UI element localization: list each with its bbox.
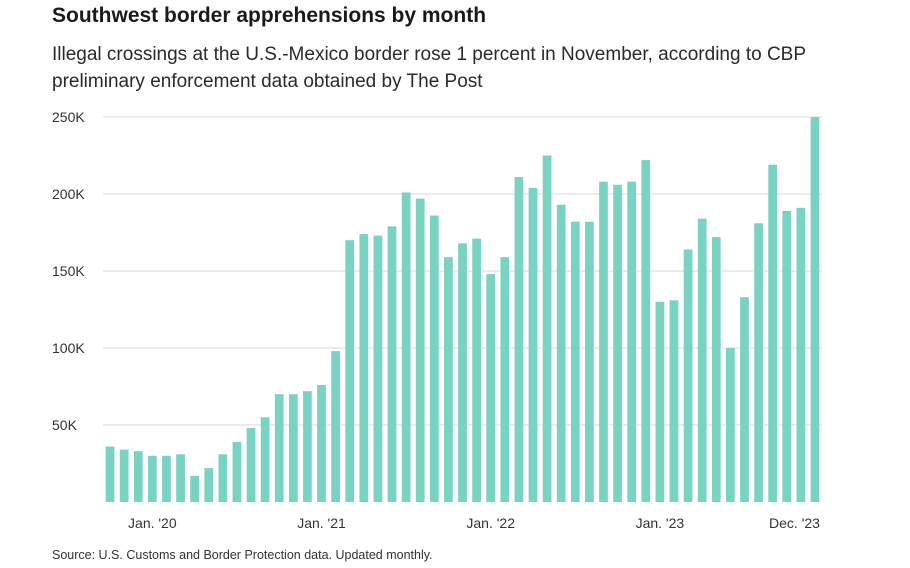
bar: [486, 274, 496, 502]
bar: [359, 234, 369, 503]
bar: [740, 297, 749, 502]
bar: [232, 441, 242, 502]
bar: [500, 257, 510, 502]
bar: [697, 218, 707, 502]
bar: [627, 181, 637, 502]
x-tick-label: Jan. '21: [297, 515, 346, 531]
bar: [472, 238, 481, 502]
bar: [105, 446, 115, 502]
bar: [133, 451, 143, 502]
bar: [401, 192, 411, 502]
source-note: Source: U.S. Customs and Border Protecti…: [52, 548, 433, 562]
bar: [303, 391, 312, 502]
bar: [585, 221, 594, 502]
y-tick-label: 200K: [52, 186, 85, 202]
bar: [683, 249, 693, 502]
bar: [147, 455, 157, 502]
bar: [415, 198, 425, 502]
x-tick-label: Jan. '23: [636, 515, 685, 531]
bar: [782, 210, 792, 502]
bar: [429, 215, 439, 502]
bar: [599, 181, 608, 502]
bar: [754, 223, 763, 502]
bar: [176, 454, 185, 502]
x-tick-label: Dec. '23: [769, 515, 820, 531]
chart-title: Southwest border apprehensions by month: [52, 4, 487, 27]
y-tick-label: 250K: [52, 109, 85, 125]
bar: [204, 468, 214, 502]
bar: [119, 449, 129, 502]
bar: [570, 221, 580, 502]
bar: [345, 240, 355, 502]
bar: [190, 475, 200, 502]
bar: [528, 187, 538, 502]
bars: [105, 117, 820, 503]
y-axis-ticks: 50K 100K 150K 200K 250K: [52, 109, 85, 433]
x-axis-ticks: Jan. '20 Jan. '21 Jan. '22 Jan. '23 Dec. '23: [128, 515, 820, 531]
bar: [810, 117, 820, 502]
y-tick-label: 150K: [52, 263, 85, 279]
bar: [260, 417, 270, 502]
bar: [387, 226, 397, 502]
bar: [641, 160, 651, 502]
chart-subtitle: Illegal crossings at the U.S.-Mexico bor…: [52, 44, 806, 92]
bar: [725, 348, 735, 502]
bar: [655, 301, 665, 502]
bar: [796, 207, 806, 503]
bar: [317, 384, 326, 502]
bar: [218, 454, 228, 502]
y-tick-label: 50K: [52, 417, 78, 433]
x-tick-label: Jan. '20: [128, 515, 177, 531]
bar: [458, 243, 467, 502]
bar: [246, 428, 256, 502]
bar: [162, 455, 171, 502]
bar: [768, 164, 778, 503]
bar: [444, 257, 453, 502]
bar: [274, 394, 284, 502]
x-tick-label: Jan. '22: [466, 515, 515, 531]
bar: [542, 155, 552, 502]
y-tick-label: 100K: [52, 340, 85, 356]
bar: [669, 300, 679, 502]
bar: [711, 237, 721, 502]
bar: [556, 204, 566, 502]
bar: [373, 235, 383, 502]
bar: [613, 184, 622, 502]
bar: [288, 394, 298, 502]
bar: [514, 177, 524, 502]
bar: [331, 351, 340, 502]
